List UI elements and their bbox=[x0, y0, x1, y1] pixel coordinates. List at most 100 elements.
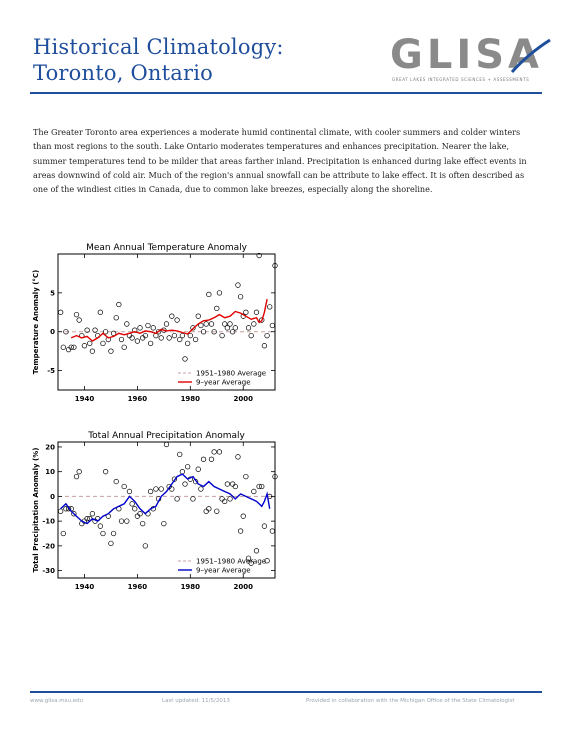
data-point bbox=[57, 309, 64, 315]
data-point bbox=[190, 496, 196, 502]
data-point bbox=[118, 518, 125, 524]
data-point bbox=[227, 496, 233, 502]
data-point bbox=[187, 332, 193, 339]
data-point bbox=[253, 309, 260, 315]
data-point bbox=[185, 340, 191, 347]
legend-average-label: 9–year Average bbox=[196, 379, 251, 387]
glisa-logo: GLISA GREAT LAKES INTEGRATED SCIENCES + … bbox=[390, 32, 551, 84]
data-point bbox=[63, 329, 69, 335]
data-point bbox=[235, 282, 241, 288]
x-tick-label: 1960 bbox=[128, 395, 148, 403]
data-point bbox=[182, 481, 188, 487]
logo-tagline: GREAT LAKES INTEGRATED SCIENCES + ASSESS… bbox=[392, 77, 530, 82]
y-tick-label: 0 bbox=[50, 493, 55, 501]
data-point bbox=[192, 336, 199, 343]
data-point bbox=[129, 501, 135, 507]
data-point bbox=[206, 291, 212, 298]
data-point bbox=[269, 528, 276, 534]
plot-frame bbox=[57, 253, 276, 391]
data-point bbox=[97, 523, 103, 529]
data-point bbox=[102, 469, 109, 475]
data-point bbox=[84, 516, 90, 522]
footer-divider bbox=[30, 691, 542, 693]
data-point bbox=[261, 343, 268, 349]
data-point bbox=[251, 321, 257, 327]
data-point bbox=[251, 488, 257, 495]
data-point bbox=[158, 335, 164, 341]
data-point bbox=[137, 325, 143, 331]
data-point bbox=[272, 263, 278, 269]
data-point bbox=[100, 340, 106, 347]
data-point bbox=[174, 496, 180, 502]
data-point bbox=[129, 335, 135, 341]
data-point bbox=[222, 498, 228, 504]
data-point bbox=[60, 344, 66, 350]
data-point bbox=[116, 301, 122, 308]
data-point bbox=[219, 496, 225, 502]
chart-title: Mean Annual Temperature Anomaly bbox=[86, 243, 248, 253]
footer-website[interactable]: www.glisa.msu.edu bbox=[30, 698, 84, 704]
data-point bbox=[245, 325, 252, 331]
data-point bbox=[89, 511, 96, 517]
data-point bbox=[237, 528, 244, 534]
data-point bbox=[248, 332, 254, 339]
intro-paragraph: The Greater Toronto area experiences a m… bbox=[33, 127, 527, 195]
data-point bbox=[171, 332, 178, 339]
data-point bbox=[208, 321, 215, 327]
data-point bbox=[177, 336, 183, 343]
data-point bbox=[243, 473, 249, 480]
x-tick-label: 1980 bbox=[181, 583, 201, 591]
data-point bbox=[245, 555, 252, 561]
title-line-2: Toronto, Ontario bbox=[33, 61, 213, 85]
page-title: Historical Climatology: Toronto, Ontario bbox=[33, 34, 284, 86]
data-point bbox=[155, 329, 162, 335]
x-tick-label: 1980 bbox=[181, 395, 201, 403]
data-point bbox=[200, 329, 207, 335]
title-line-1: Historical Climatology: bbox=[33, 35, 284, 59]
data-point bbox=[230, 481, 236, 487]
data-point bbox=[132, 327, 138, 333]
data-point bbox=[232, 325, 238, 331]
y-tick-label: -30 bbox=[42, 567, 55, 575]
x-tick-label: 2000 bbox=[234, 583, 254, 591]
data-point bbox=[179, 332, 186, 339]
legend-baseline-label: 1951–1980 Average bbox=[196, 370, 266, 378]
data-point bbox=[214, 508, 220, 514]
data-point bbox=[243, 309, 249, 315]
data-point bbox=[121, 483, 127, 490]
data-point bbox=[73, 473, 80, 480]
data-point bbox=[84, 327, 90, 333]
data-point bbox=[166, 335, 172, 341]
x-tick-label: 1940 bbox=[75, 395, 95, 403]
precipitation-anomaly-chart: Total Annual Precipitation Anomaly -30 -20… bbox=[32, 431, 278, 591]
data-point bbox=[126, 488, 133, 495]
data-point bbox=[163, 321, 170, 327]
data-point bbox=[216, 449, 223, 455]
y-axis-label: Temperature Anomaly (°C) bbox=[32, 270, 40, 374]
moving-average-line bbox=[60, 473, 271, 525]
data-point bbox=[195, 466, 201, 472]
data-point bbox=[73, 311, 80, 318]
data-point bbox=[63, 506, 69, 512]
data-point bbox=[161, 520, 167, 527]
data-point bbox=[89, 348, 96, 354]
data-point bbox=[142, 543, 148, 549]
data-point bbox=[147, 488, 154, 495]
y-tick-label: 20 bbox=[45, 443, 55, 451]
data-point bbox=[230, 329, 236, 335]
data-point bbox=[118, 336, 125, 343]
data-point bbox=[169, 486, 175, 492]
data-point bbox=[153, 486, 159, 492]
data-point bbox=[235, 454, 241, 460]
data-point bbox=[200, 456, 207, 462]
data-point bbox=[224, 325, 231, 331]
data-point bbox=[248, 560, 254, 566]
header-divider bbox=[30, 92, 542, 94]
y-tick-label: 10 bbox=[45, 468, 55, 476]
data-point bbox=[256, 252, 262, 259]
data-point bbox=[100, 530, 106, 537]
data-point bbox=[259, 317, 265, 323]
data-point bbox=[163, 441, 170, 448]
data-point bbox=[68, 344, 74, 350]
data-point bbox=[76, 469, 82, 475]
